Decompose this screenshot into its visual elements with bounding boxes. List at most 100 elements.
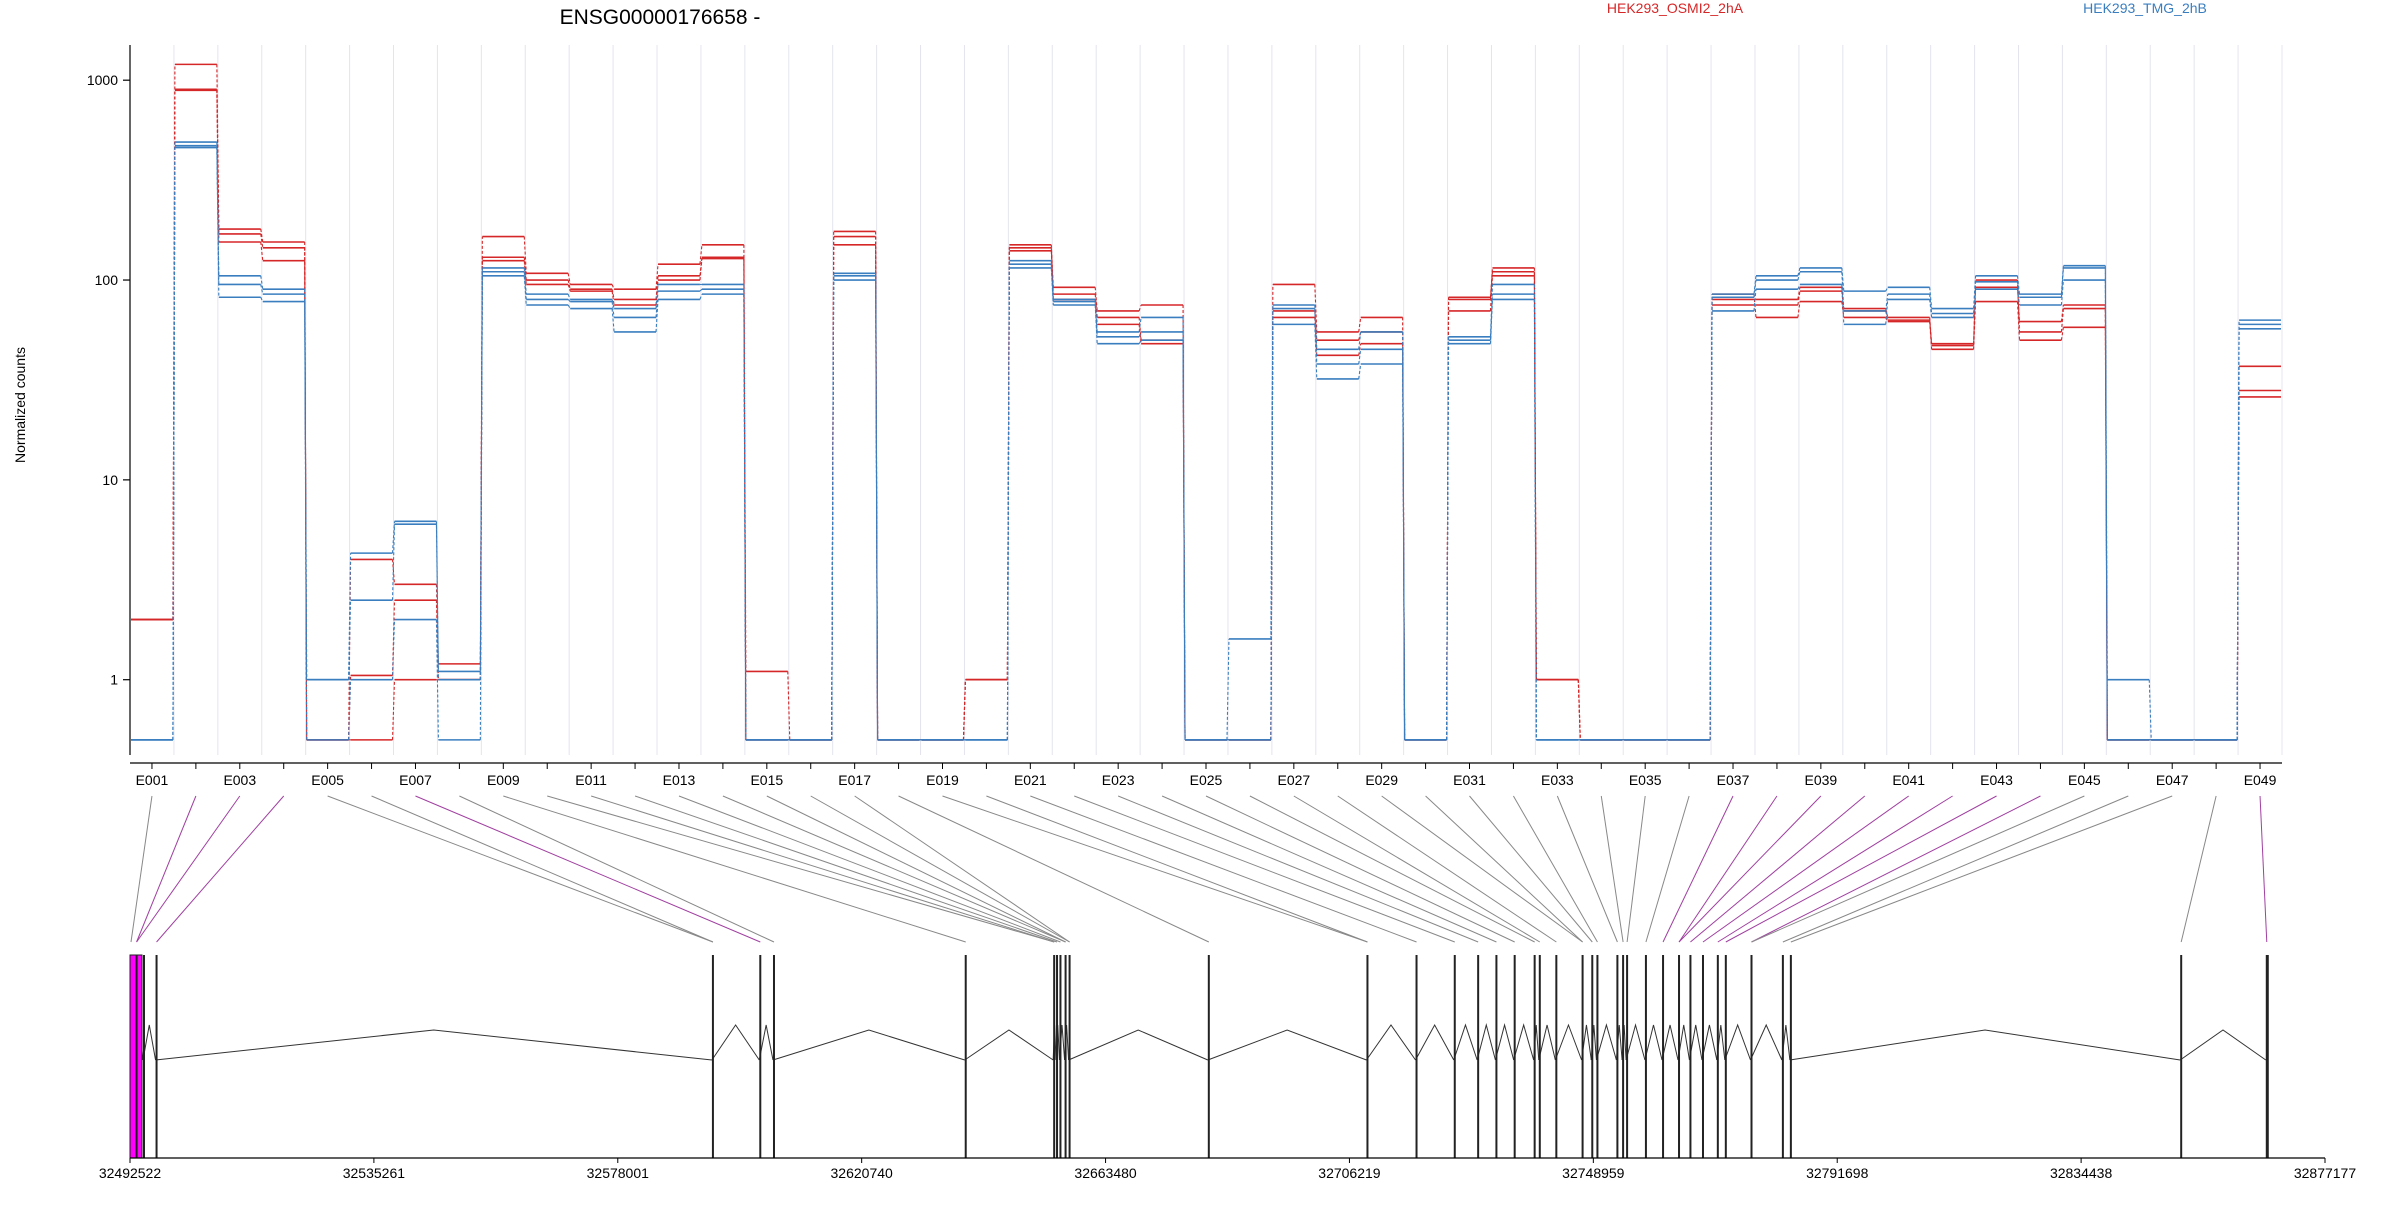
exon-tick-label: E019 bbox=[926, 772, 959, 788]
bin-connector bbox=[567, 284, 571, 292]
bin-connector bbox=[655, 299, 659, 332]
intron bbox=[1494, 1023, 1515, 1061]
exon bbox=[1750, 955, 1753, 1158]
bin-connector bbox=[611, 301, 615, 318]
bin-connector bbox=[523, 260, 527, 285]
bin-connector bbox=[743, 294, 747, 740]
bin-connector bbox=[1489, 284, 1494, 337]
exon-link bbox=[503, 795, 966, 943]
bin-connector bbox=[1841, 267, 1845, 292]
series-4 bbox=[131, 141, 2281, 741]
bin-connector bbox=[567, 279, 571, 290]
intron bbox=[1595, 1023, 1617, 1061]
exon-link bbox=[1293, 795, 1541, 943]
exon bbox=[1616, 955, 1619, 1158]
exon-link bbox=[1469, 795, 1593, 943]
y-tick-label: 100 bbox=[95, 272, 119, 288]
bin-connector bbox=[1358, 363, 1362, 379]
exon bbox=[772, 955, 775, 1158]
exon bbox=[1622, 955, 1625, 1158]
exon bbox=[1644, 955, 1647, 1158]
bin-connector bbox=[435, 619, 439, 740]
exon-link bbox=[1702, 795, 1909, 943]
intron bbox=[964, 1029, 1054, 1061]
exon-tick-label: E041 bbox=[1892, 772, 1925, 788]
bin-connector bbox=[1753, 275, 1757, 295]
exon-tick-label: E047 bbox=[2156, 772, 2189, 788]
bin-connector bbox=[1841, 271, 1845, 312]
genomic-tick-label: 32663480 bbox=[1074, 1165, 1137, 1181]
bin-connector bbox=[1797, 287, 1801, 300]
bin-connector bbox=[1138, 317, 1142, 332]
exon-link bbox=[136, 795, 241, 943]
exon bbox=[1689, 955, 1692, 1158]
bin-connector bbox=[1094, 287, 1098, 312]
exon-link bbox=[898, 795, 1210, 943]
bin-connector bbox=[260, 228, 264, 243]
exon bbox=[1591, 955, 1594, 1158]
bin-connector bbox=[1270, 324, 1274, 740]
exon-link bbox=[1249, 795, 1535, 943]
y-axis-label: Normalized counts bbox=[12, 347, 28, 463]
intron bbox=[1068, 1029, 1209, 1061]
bin-connector bbox=[523, 267, 527, 295]
bin-connector bbox=[1358, 317, 1362, 332]
exon-link bbox=[1782, 795, 2129, 943]
bin-connector bbox=[655, 291, 659, 318]
exon-link bbox=[1161, 795, 1497, 943]
exon-link bbox=[1751, 795, 2085, 943]
genomic-tick-label: 32834438 bbox=[2050, 1165, 2113, 1181]
exon-tick-label: E033 bbox=[1541, 772, 1574, 788]
exon-tick-label: E015 bbox=[750, 772, 783, 788]
intron bbox=[1366, 1024, 1416, 1061]
intron bbox=[1415, 1023, 1455, 1061]
exon-link bbox=[678, 795, 1061, 943]
exon-tick-label: E011 bbox=[575, 772, 607, 788]
genomic-tick-label: 32706219 bbox=[1318, 1165, 1381, 1181]
exon bbox=[1789, 955, 1792, 1158]
bin-connector bbox=[2016, 301, 2021, 341]
bin-connector bbox=[391, 619, 396, 680]
exon-link bbox=[136, 795, 197, 943]
exon-link bbox=[590, 795, 1055, 943]
bin-connector bbox=[1929, 317, 1933, 344]
bin-connector bbox=[1402, 364, 1406, 740]
exon-link bbox=[1790, 795, 2173, 943]
exon bbox=[2265, 955, 2269, 1158]
bin-connector bbox=[260, 297, 264, 302]
bin-connector bbox=[1797, 284, 1801, 290]
exon-link bbox=[1690, 795, 1866, 943]
exon bbox=[1366, 955, 1369, 1158]
exon-link bbox=[854, 795, 1070, 943]
exon bbox=[1533, 955, 1536, 1158]
series-3 bbox=[131, 89, 2281, 741]
intron bbox=[142, 1024, 157, 1061]
exon bbox=[1513, 955, 1516, 1158]
bin-connector bbox=[1885, 294, 1889, 312]
exon-tick-label: E043 bbox=[1980, 772, 2013, 788]
bin-connector bbox=[260, 233, 264, 248]
exon-link bbox=[1512, 795, 1598, 943]
exon bbox=[1701, 955, 1704, 1158]
exon-tick-label: E039 bbox=[1805, 772, 1838, 788]
bin-connector bbox=[567, 293, 571, 300]
bin-connector bbox=[2016, 275, 2021, 295]
exon-tick-label: E029 bbox=[1365, 772, 1398, 788]
exon-link bbox=[634, 795, 1058, 943]
exon bbox=[1626, 955, 1629, 1158]
bin-connector bbox=[1138, 339, 1142, 345]
intron bbox=[1538, 1024, 1556, 1061]
exon-link bbox=[1074, 795, 1455, 943]
legend-condition-a: HEK293_OSMI2_2hA bbox=[1607, 0, 1744, 16]
bin-connector bbox=[2148, 679, 2152, 740]
intron bbox=[1207, 1029, 1367, 1061]
bin-connector bbox=[1929, 299, 1933, 318]
bin-connector bbox=[699, 288, 703, 292]
chart-title: ENSG00000176658 - bbox=[560, 6, 761, 29]
exon-link bbox=[2180, 795, 2217, 943]
exon-tick-label: E031 bbox=[1453, 772, 1486, 788]
intron bbox=[1476, 1023, 1496, 1061]
bin-connector bbox=[2060, 279, 2064, 306]
intron bbox=[1644, 1024, 1663, 1061]
